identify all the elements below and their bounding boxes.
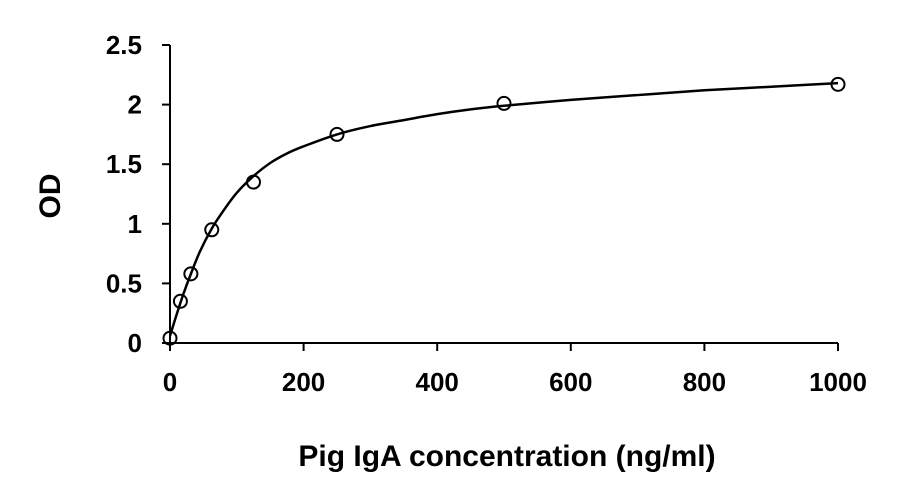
y-ticks: 0 0.5 1 1.5 2 2.5 [106, 30, 170, 358]
data-points [162, 76, 846, 346]
data-point [496, 95, 512, 111]
y-tick-label: 0 [128, 328, 142, 358]
y-axis-title: OD [34, 174, 67, 219]
data-point [830, 76, 846, 92]
y-axis: 0 0.5 1 1.5 2 2.5 [106, 30, 171, 358]
y-tick-label: 2 [128, 90, 142, 120]
data-point [183, 266, 199, 282]
x-tick-label: 200 [282, 367, 325, 397]
x-tick-label: 0 [163, 367, 177, 397]
x-tick-label: 800 [683, 367, 726, 397]
data-point [246, 174, 261, 190]
x-axis-title: Pig IgA concentration (ng/ml) [298, 440, 715, 473]
y-tick-label: 2.5 [106, 30, 142, 60]
x-tick-label: 600 [549, 367, 592, 397]
data-point [172, 293, 188, 309]
x-ticks: 0 200 400 600 800 1000 [163, 343, 867, 397]
data-point [204, 222, 220, 238]
y-tick-label: 1 [128, 209, 142, 239]
data-point [162, 330, 178, 346]
x-tick-label: 400 [416, 367, 459, 397]
fit-curve [168, 81, 839, 337]
y-tick-label: 1.5 [106, 149, 142, 179]
x-tick-label: 1000 [809, 367, 867, 397]
y-tick-label: 0.5 [106, 268, 142, 298]
data-point [329, 126, 345, 142]
x-axis: 0 200 400 600 800 1000 [163, 342, 867, 397]
